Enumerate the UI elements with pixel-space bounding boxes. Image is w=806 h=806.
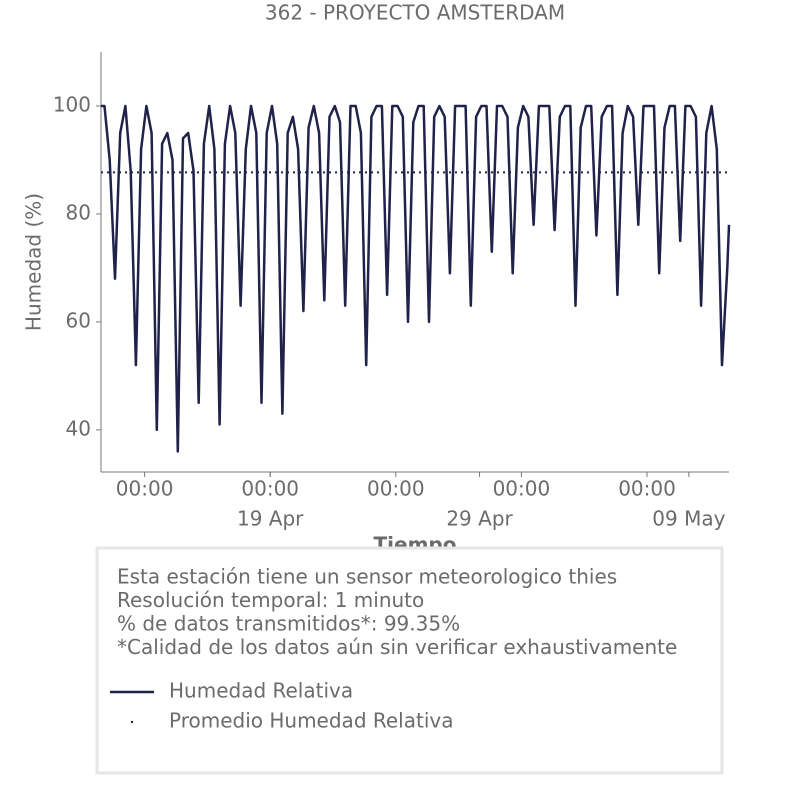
y-tick-label: 40 (66, 416, 91, 440)
y-tick-label: 100 (53, 92, 91, 116)
info-text: Esta estación tiene un sensor meteorolog… (117, 565, 617, 589)
legend-swatch (130, 720, 134, 724)
info-text: Resolución temporal: 1 minuto (117, 588, 424, 612)
info-text: *Calidad de los datos aún sin verificar … (117, 635, 677, 659)
legend-label: Humedad Relativa (169, 679, 353, 703)
x-tick-label: 00:00 (493, 477, 551, 501)
x-date-label: 09 May (652, 507, 725, 531)
x-tick-label: 00:00 (367, 477, 425, 501)
y-tick-label: 80 (66, 200, 91, 224)
y-tick-label: 60 (66, 308, 91, 332)
info-text: % de datos transmitidos*: 99.35% (117, 612, 460, 636)
x-tick-label: 00:00 (116, 477, 174, 501)
series-line (101, 104, 731, 453)
legend-label: Promedio Humedad Relativa (169, 709, 453, 733)
chart-title: 362 - PROYECTO AMSTERDAM (265, 1, 565, 25)
x-tick-label: 00:00 (618, 477, 676, 501)
x-date-label: 29 Apr (446, 507, 513, 531)
x-tick-label: 00:00 (241, 477, 299, 501)
x-date-label: 19 Apr (237, 507, 304, 531)
y-axis-label: Humedad (%) (22, 193, 46, 331)
info-box (95, 546, 724, 775)
